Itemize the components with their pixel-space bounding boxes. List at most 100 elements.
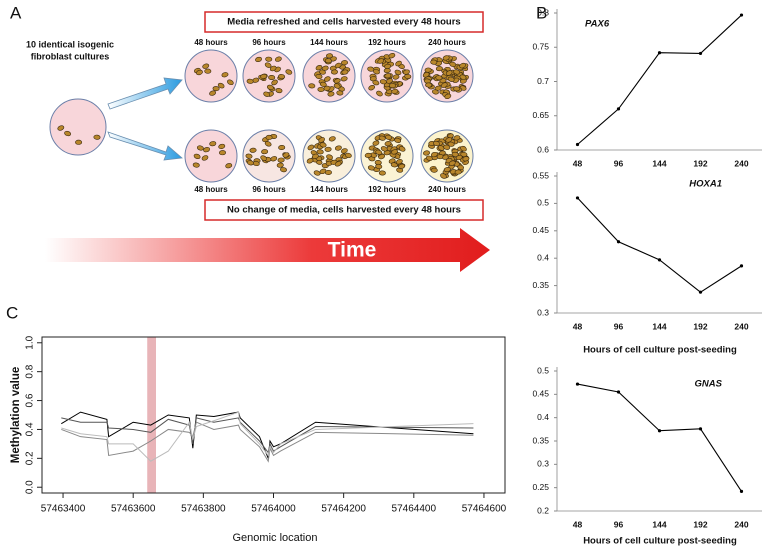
series-title: PAX6 bbox=[585, 19, 610, 30]
cell bbox=[268, 74, 276, 80]
cell bbox=[271, 79, 278, 86]
line bbox=[61, 417, 474, 454]
cell bbox=[443, 144, 451, 150]
cell bbox=[385, 134, 393, 140]
x-tick-label: 96 bbox=[614, 519, 624, 529]
cell bbox=[376, 90, 383, 97]
cell bbox=[249, 147, 257, 153]
bottom-box-text: No change of media, cells harvested ever… bbox=[227, 205, 461, 216]
cell bbox=[443, 167, 451, 173]
cell bbox=[390, 162, 398, 168]
cell bbox=[315, 73, 323, 80]
cell bbox=[425, 82, 433, 88]
cell bbox=[328, 136, 336, 142]
cell bbox=[324, 169, 332, 175]
point bbox=[698, 51, 703, 56]
plot-frame bbox=[41, 336, 506, 494]
cell bbox=[431, 89, 439, 95]
series-title: GNAS bbox=[695, 379, 723, 390]
source-label: fibroblast cultures bbox=[31, 51, 110, 61]
y-tick-label: 0.8 bbox=[537, 7, 549, 17]
cell bbox=[447, 76, 455, 82]
point bbox=[575, 196, 580, 200]
point bbox=[657, 51, 662, 55]
cell bbox=[202, 63, 210, 69]
x-tick-label: 240 bbox=[734, 158, 748, 168]
cell bbox=[462, 156, 470, 162]
cell bbox=[326, 154, 333, 160]
hours-label: 96 hours bbox=[252, 38, 286, 47]
x-tick-label: 48 bbox=[573, 158, 583, 168]
y-tick-label: 0.35 bbox=[532, 280, 549, 290]
x-tick-label: 144 bbox=[652, 321, 666, 331]
cell bbox=[380, 146, 388, 152]
point bbox=[575, 142, 580, 147]
cell bbox=[404, 73, 412, 80]
cell bbox=[378, 170, 386, 176]
cell bbox=[445, 137, 453, 143]
dish bbox=[49, 98, 107, 156]
cell bbox=[447, 141, 455, 147]
y-tick-label: 0.35 bbox=[532, 435, 549, 445]
line bbox=[577, 14, 742, 145]
y-tick-label: 0.3 bbox=[537, 459, 549, 469]
cell bbox=[344, 152, 352, 158]
cell bbox=[209, 90, 217, 96]
y-tick-label: 0.6 bbox=[537, 144, 549, 154]
x-tick-label: 192 bbox=[693, 158, 707, 168]
panel-label: C bbox=[6, 303, 18, 322]
cell bbox=[388, 52, 396, 59]
point bbox=[739, 489, 744, 493]
cell bbox=[432, 140, 440, 147]
cell bbox=[260, 155, 267, 161]
point bbox=[657, 258, 662, 262]
point bbox=[657, 429, 662, 433]
cell bbox=[245, 153, 253, 159]
cell bbox=[315, 64, 323, 71]
x-tick-label: 57463800 bbox=[181, 504, 226, 515]
cell bbox=[331, 69, 338, 75]
y-tick-label: 0.45 bbox=[532, 389, 549, 399]
cell bbox=[313, 170, 321, 176]
cell bbox=[392, 74, 400, 80]
cell bbox=[453, 135, 461, 141]
cell bbox=[225, 163, 233, 169]
y-tick-label: 0.75 bbox=[532, 42, 549, 52]
source-label: 10 identical isogenic bbox=[26, 39, 114, 49]
x-tick-label: 240 bbox=[734, 519, 748, 529]
cell bbox=[403, 69, 410, 75]
hours-label: 192 hours bbox=[368, 38, 406, 47]
panel-label: A bbox=[10, 3, 22, 22]
bottom-box bbox=[204, 199, 484, 221]
cell bbox=[265, 56, 273, 62]
cell bbox=[219, 150, 226, 156]
cell bbox=[459, 74, 467, 80]
cell bbox=[64, 130, 72, 137]
x-tick-label: 48 bbox=[573, 519, 583, 529]
cell bbox=[274, 56, 282, 62]
cell bbox=[246, 78, 254, 84]
cell bbox=[430, 59, 438, 65]
cell bbox=[265, 134, 273, 140]
cell bbox=[372, 140, 380, 146]
dish bbox=[184, 49, 238, 103]
cell bbox=[388, 83, 396, 89]
x-tick-label: 48 bbox=[573, 321, 583, 331]
cell bbox=[324, 58, 332, 64]
cell bbox=[247, 160, 254, 166]
y-tick-label: 0.25 bbox=[532, 482, 549, 492]
cell bbox=[227, 79, 234, 86]
y-tick-label: 0.4 bbox=[25, 422, 36, 436]
cell bbox=[334, 145, 342, 151]
arrow bbox=[107, 131, 183, 161]
highlight bbox=[147, 337, 156, 493]
hours-label: 192 hours bbox=[368, 185, 406, 194]
line bbox=[577, 197, 742, 293]
cell bbox=[451, 151, 459, 157]
cell bbox=[460, 151, 468, 157]
cell bbox=[394, 137, 402, 144]
cell bbox=[459, 62, 466, 69]
line bbox=[61, 411, 474, 462]
cell bbox=[448, 160, 456, 166]
cell bbox=[425, 155, 433, 161]
